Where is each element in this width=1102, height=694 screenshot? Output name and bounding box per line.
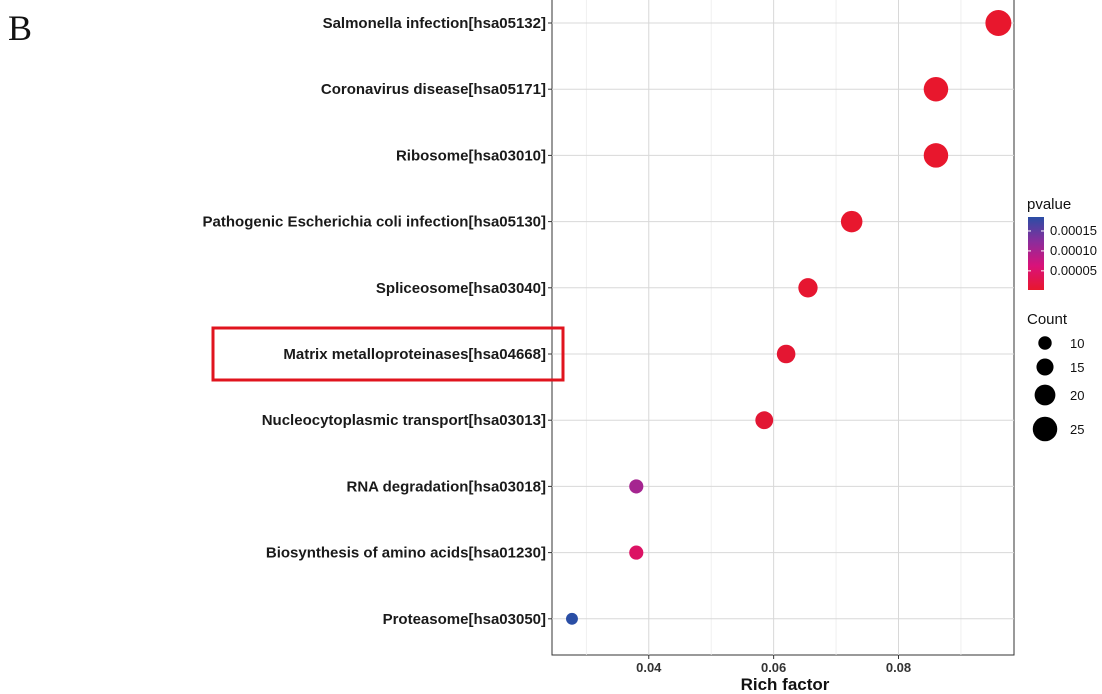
- data-point: [985, 10, 1012, 36]
- x-axis: 0.04 0.06 0.08: [636, 655, 911, 675]
- y-tick-label: Spliceosome[hsa03040]: [376, 280, 546, 297]
- x-axis-title: Rich factor: [741, 675, 830, 694]
- highlight-box: [211, 326, 565, 382]
- legend-count-label: 25: [1070, 422, 1084, 437]
- x-tick-label: 0.08: [886, 660, 911, 675]
- data-point: [798, 278, 818, 298]
- x-tick-label: 0.04: [636, 660, 662, 675]
- panel-border: [551, 0, 1015, 656]
- x-tick-label: 0.06: [761, 660, 786, 675]
- legend-count-circle: [1034, 384, 1056, 406]
- legend-count-label: 10: [1070, 336, 1084, 351]
- y-tick-label: Nucleocytoplasmic transport[hsa03013]: [262, 412, 546, 429]
- data-point: [629, 479, 644, 494]
- legend-count: Count 10 15 20 25: [1027, 311, 1084, 442]
- highlight-layer: [211, 326, 565, 382]
- y-tick-label: Proteasome[hsa03050]: [383, 611, 546, 628]
- legend-count-label: 20: [1070, 388, 1084, 403]
- data-point: [776, 344, 796, 364]
- legend-pvalue-label: 0.00015: [1050, 223, 1097, 238]
- y-tick-label: Coronavirus disease[hsa05171]: [321, 81, 546, 98]
- legend-count-circle: [1038, 336, 1052, 350]
- legend-count-circle: [1036, 358, 1054, 376]
- y-tick-label: Salmonella infection[hsa05132]: [323, 15, 546, 32]
- legend-pvalue-label: 0.00005: [1050, 263, 1097, 278]
- y-axis-labels: Salmonella infection[hsa05132] Coronaviru…: [203, 15, 552, 628]
- legend-pvalue: pvalue 0.00015 0.00010 0.00005: [1027, 196, 1097, 290]
- y-tick-label: RNA degradation[hsa03018]: [347, 478, 547, 495]
- data-points: [566, 10, 1012, 625]
- legend-count-circle: [1032, 416, 1058, 442]
- plot-panel: [211, 0, 1015, 656]
- legend-pvalue-label: 0.00010: [1050, 243, 1097, 258]
- panel-label: B: [8, 8, 32, 48]
- y-tick-label: Ribosome[hsa03010]: [396, 147, 546, 164]
- data-point: [629, 545, 644, 560]
- data-point: [755, 411, 774, 430]
- y-tick-label: Biosynthesis of amino acids[hsa01230]: [266, 545, 546, 562]
- data-point: [923, 143, 949, 168]
- data-point: [566, 612, 578, 625]
- data-point: [923, 76, 949, 102]
- y-tick-label: Pathogenic Escherichia coli infection[hs…: [203, 214, 546, 231]
- legend-pvalue-colorbar: [1028, 217, 1044, 290]
- legend-count-title: Count: [1027, 311, 1068, 328]
- data-point: [840, 210, 863, 233]
- legend-pvalue-title: pvalue: [1027, 196, 1071, 213]
- legend-count-label: 15: [1070, 360, 1084, 375]
- y-tick-label: Matrix metalloproteinases[hsa04668]: [283, 346, 546, 363]
